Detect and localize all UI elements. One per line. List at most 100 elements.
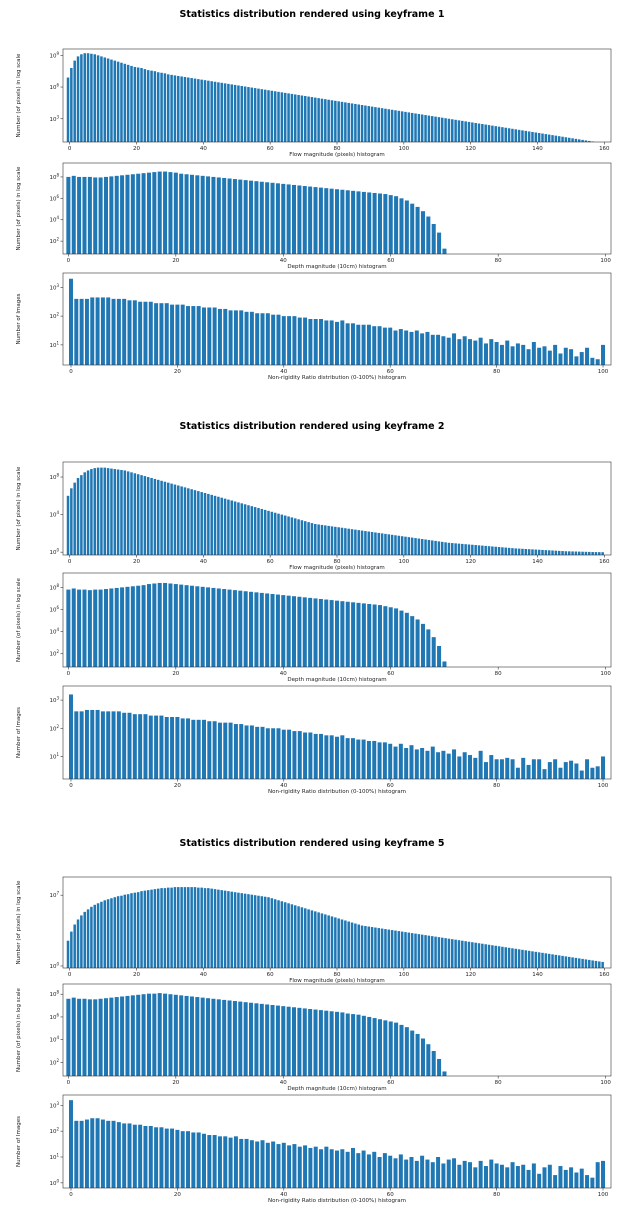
histogram-bar: [517, 129, 521, 142]
y-tick-label: 104: [49, 510, 59, 519]
histogram-bar: [103, 176, 108, 254]
histogram-bar: [297, 185, 302, 254]
histogram-bar: [313, 319, 318, 365]
histogram-bar: [387, 929, 391, 968]
histogram-bar: [100, 467, 103, 555]
histogram-bar: [366, 1154, 371, 1188]
histogram-bar: [320, 524, 324, 555]
histogram-bar: [537, 133, 541, 142]
histogram-bar: [477, 123, 481, 142]
histogram-bar: [447, 118, 451, 142]
x-axis-label: Non-rigidity Ratio distribution (0-100%)…: [268, 1198, 406, 1204]
histogram-bar: [327, 99, 330, 142]
x-tick-label: 140: [532, 146, 543, 152]
histogram-bar: [186, 306, 191, 365]
histogram-bar: [273, 512, 277, 555]
histogram-bar: [571, 138, 574, 142]
y-tick-label: 102: [49, 312, 59, 321]
x-tick-label: 100: [598, 1192, 609, 1198]
histogram-bar: [195, 175, 200, 254]
histogram-bar: [380, 928, 384, 968]
histogram-bar: [372, 192, 377, 254]
histogram-bar: [347, 921, 350, 968]
histogram-bar: [111, 1120, 116, 1188]
histogram-bar: [404, 1159, 409, 1188]
histogram-bar: [275, 594, 280, 667]
histogram-bar: [93, 589, 98, 667]
y-tick-label: 104: [49, 1035, 59, 1044]
histogram-bar: [514, 548, 518, 555]
histogram-bar: [594, 960, 598, 968]
histogram-bar: [150, 477, 153, 555]
y-tick-label: 104: [49, 627, 59, 636]
histogram-bar: [350, 1147, 355, 1188]
histogram-bar: [361, 603, 366, 667]
histogram-bar: [202, 307, 206, 365]
x-tick-label: 100: [399, 146, 410, 152]
histogram-bar: [255, 313, 260, 365]
histogram-bar: [601, 344, 606, 366]
histogram-bar: [554, 550, 558, 555]
y-tick-label: 101: [49, 1153, 59, 1162]
histogram-bar: [86, 53, 90, 143]
histogram-bar: [300, 95, 304, 142]
histogram-bar: [436, 334, 441, 365]
histogram-bar: [558, 1166, 563, 1188]
histogram-bar: [420, 934, 424, 968]
histogram-bar: [370, 531, 374, 555]
histogram-bar: [98, 177, 103, 254]
histogram-bar: [313, 187, 318, 254]
x-tick-label: 160: [599, 146, 610, 152]
histogram-bar: [499, 759, 504, 779]
histogram-bar: [457, 940, 461, 968]
histogram-bar: [74, 298, 79, 366]
histogram-bar: [404, 1027, 409, 1076]
histogram-bar: [66, 77, 70, 142]
histogram-bar: [541, 952, 544, 968]
y-axis-label: Number (of pixels) in log scale: [16, 466, 22, 550]
histogram-bar: [90, 906, 93, 968]
histogram-bar: [122, 712, 127, 779]
histogram-bar: [324, 914, 327, 968]
histogram-bar: [504, 127, 507, 142]
histogram-bar: [270, 1005, 275, 1076]
histogram-bar: [437, 645, 442, 667]
histogram-bar: [515, 767, 520, 779]
histogram-bar: [227, 589, 232, 667]
histogram-bar: [357, 104, 360, 142]
histogram-bar: [82, 176, 87, 254]
histogram-bar: [304, 908, 307, 968]
histogram-bar: [334, 526, 337, 555]
histogram-bar: [327, 525, 330, 555]
histogram-bar: [420, 539, 424, 555]
histogram-bar: [447, 938, 451, 968]
histogram-bar: [243, 180, 248, 254]
histogram-bar: [442, 661, 447, 667]
histogram-bar: [329, 600, 334, 667]
histogram-bar: [345, 323, 350, 365]
histogram-bar: [232, 179, 237, 254]
histogram-bar: [505, 1167, 510, 1188]
histogram-bar: [397, 931, 401, 968]
histogram-bar: [374, 927, 377, 968]
histogram-bar: [156, 479, 160, 555]
histogram-bar: [553, 1175, 558, 1188]
histogram-bar: [444, 118, 447, 142]
histogram-bar: [511, 128, 514, 142]
histogram-bar: [160, 888, 163, 968]
histogram-bar: [74, 711, 79, 779]
histogram-bar: [111, 298, 116, 366]
histogram-bar: [357, 530, 360, 555]
histogram-bar: [180, 718, 185, 779]
histogram-bar: [324, 99, 327, 142]
histogram-bar: [250, 506, 254, 555]
histogram-bar: [579, 770, 584, 779]
histogram-bar: [207, 80, 210, 142]
histogram-bar: [487, 546, 491, 555]
histogram-bar: [383, 194, 388, 254]
histogram-bar: [404, 200, 409, 254]
histogram-bar: [200, 586, 205, 667]
y-tick-label: 108: [49, 583, 59, 592]
histogram-bar: [109, 588, 114, 667]
histogram-bar: [130, 995, 135, 1076]
